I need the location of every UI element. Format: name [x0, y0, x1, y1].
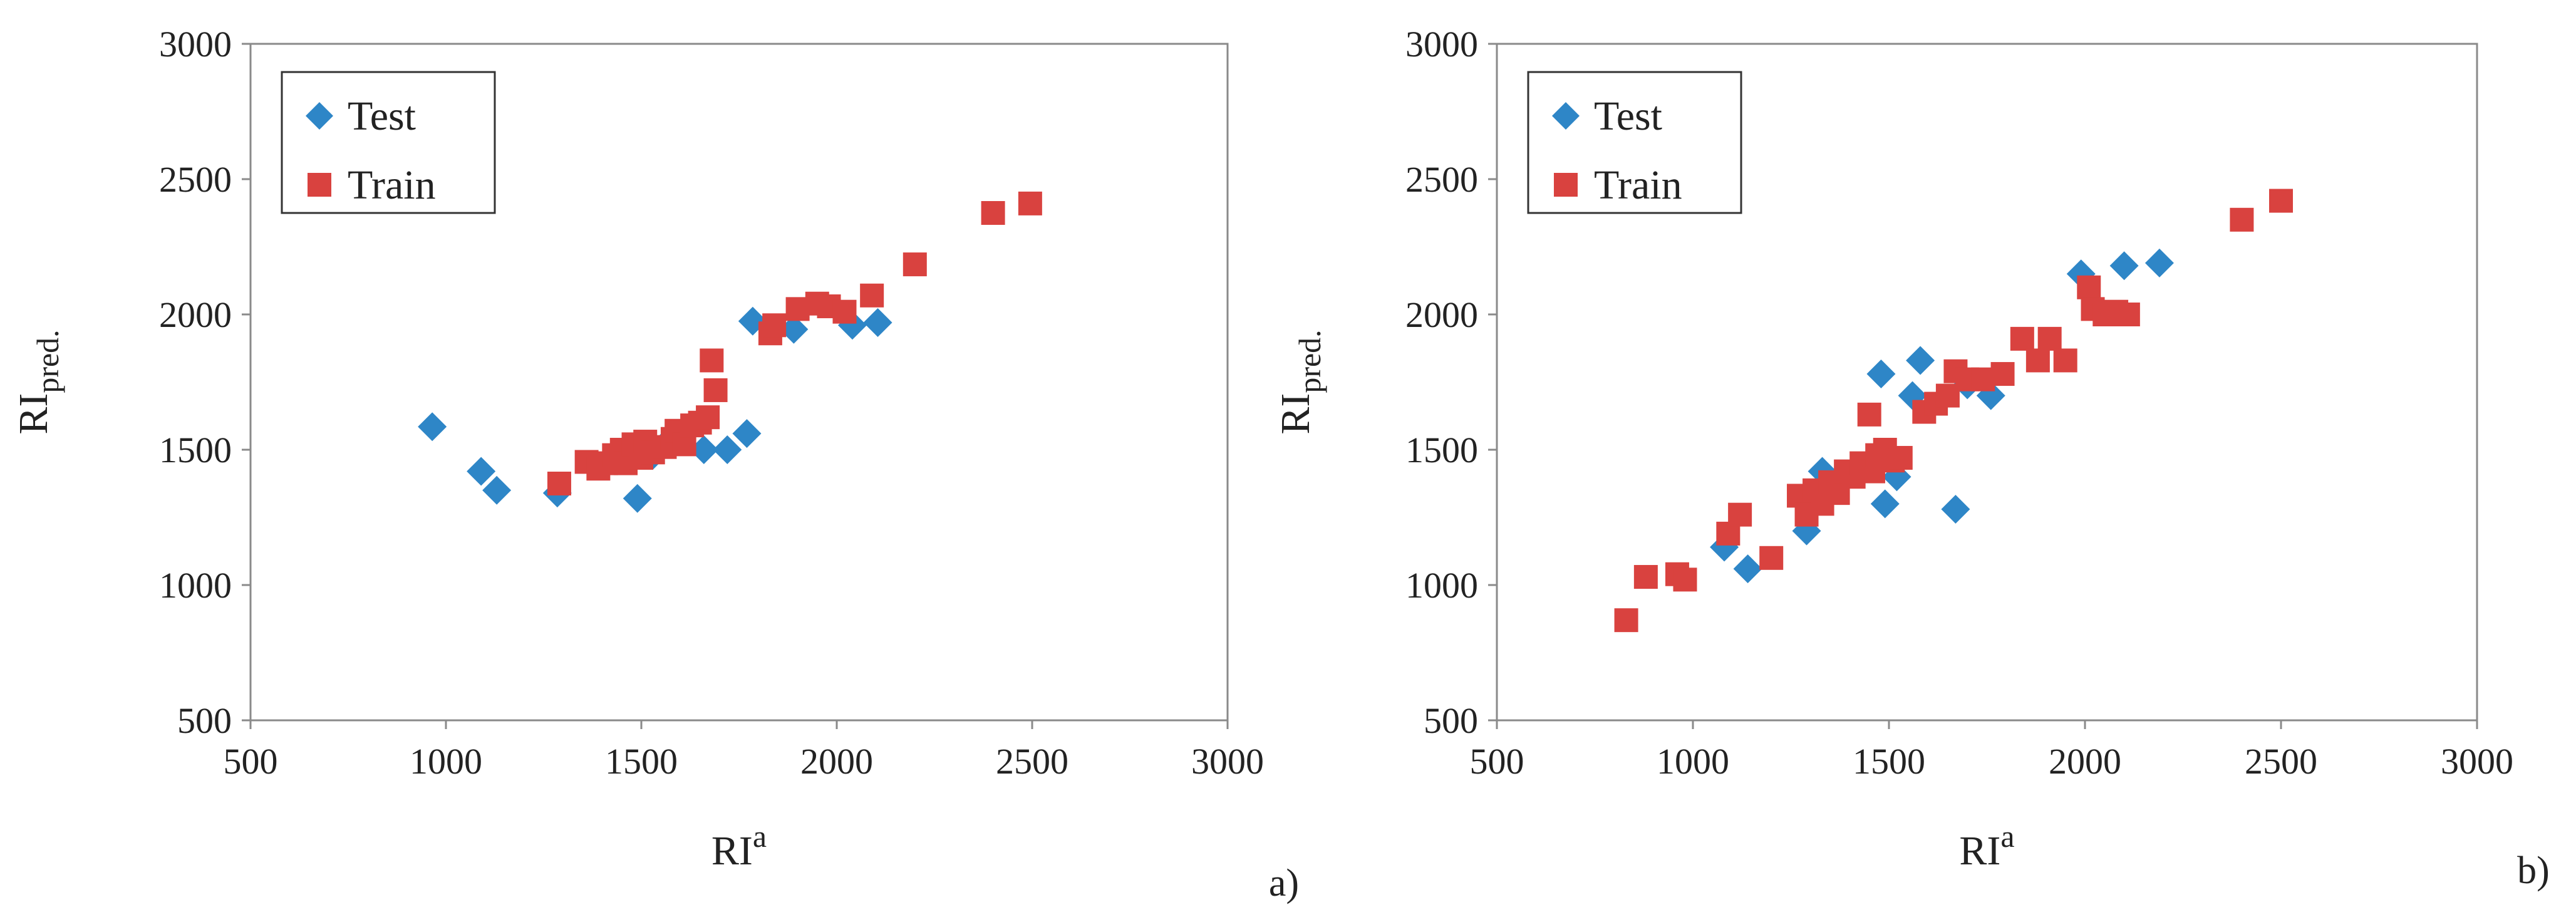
data-point-test — [1866, 360, 1896, 389]
y-tick-label: 2000 — [159, 294, 232, 335]
data-point-train — [2077, 275, 2101, 299]
legend-marker-train — [1554, 173, 1578, 197]
data-point-test — [418, 412, 447, 442]
data-point-train — [2037, 326, 2062, 351]
data-point-train — [700, 348, 724, 373]
data-point-train — [762, 313, 787, 338]
series-train — [547, 191, 1042, 495]
series-train — [1614, 189, 2293, 633]
data-point-test — [1941, 495, 1970, 524]
data-point-test — [689, 435, 718, 464]
data-point-train — [903, 252, 927, 277]
data-point-train — [2053, 348, 2077, 373]
legend-label-train: Train — [1594, 162, 1682, 208]
chart-panel-b: 500 1000 1500 2000 2500 3000 500 1000 1500 2000 25… — [1273, 24, 2550, 892]
data-point-test — [863, 308, 892, 337]
data-point-train — [2025, 348, 2050, 373]
x-tick-label: 1500 — [605, 741, 678, 782]
data-point-train — [1888, 445, 1913, 470]
y-tick-label: 500 — [1424, 700, 1478, 741]
data-point-train — [1018, 191, 1042, 215]
data-point-train — [860, 283, 884, 308]
x-tick-label: 2500 — [2245, 741, 2317, 782]
x-tick-label: 3000 — [1191, 741, 1264, 782]
data-point-train — [696, 405, 720, 430]
x-axis-title-superscript: a — [2000, 819, 2014, 854]
y-tick-label: 500 — [177, 700, 232, 741]
legend-label-train: Train — [348, 162, 436, 208]
y-tick-label: 3000 — [1405, 24, 1478, 65]
data-point-test — [1733, 554, 1762, 584]
data-point-train — [2116, 303, 2140, 326]
y-axis-title-subscript: pred. — [30, 329, 65, 393]
data-point-test — [482, 475, 512, 505]
data-point-train — [1614, 608, 1638, 633]
x-axis-title-main: RI — [711, 828, 753, 874]
data-point-test — [2109, 251, 2139, 281]
chart-panel-a: 500 1000 1500 2000 2500 3000 500 1000 1500 2000 25… — [11, 24, 1299, 904]
y-tick-label: 1000 — [159, 565, 232, 606]
data-point-test — [837, 311, 867, 340]
x-tick-label: 500 — [224, 741, 278, 782]
data-point-train — [1990, 362, 2015, 386]
x-tick-label: 2500 — [996, 741, 1068, 782]
x-axis-title-superscript: a — [753, 819, 767, 854]
y-tick-label: 2000 — [1405, 294, 1478, 335]
x-tick-label: 500 — [1470, 741, 1524, 782]
y-tick-label: 1500 — [1405, 430, 1478, 470]
x-axis-title-main: RI — [1959, 828, 2000, 874]
y-tick-label: 1500 — [159, 430, 232, 470]
data-point-test — [1906, 346, 1935, 375]
data-point-test — [2144, 248, 2174, 277]
x-tick-label: 2000 — [800, 741, 873, 782]
data-point-train — [981, 201, 1005, 225]
x-axis-title: RIa — [1959, 819, 2014, 874]
data-point-train — [832, 299, 857, 324]
y-axis-title: RIpred. — [1273, 329, 1327, 434]
y-tick-label: 2500 — [1405, 159, 1478, 200]
data-point-test — [467, 457, 496, 486]
data-point-train — [2230, 207, 2254, 232]
data-point-train — [1728, 502, 1752, 527]
x-axis-title: RIa — [711, 819, 767, 874]
y-tick-label: 1000 — [1405, 565, 1478, 606]
legend-label-test: Test — [1594, 93, 1662, 139]
y-axis-title-subscript: pred. — [1292, 329, 1327, 393]
data-point-test — [1870, 489, 1900, 519]
panel-label: a) — [1269, 862, 1299, 904]
data-point-train — [2010, 326, 2034, 351]
x-tick-label: 1000 — [410, 741, 482, 782]
legend-box — [1527, 71, 1742, 214]
y-axis-title-main: RI — [11, 393, 56, 435]
x-tick-label: 3000 — [2441, 741, 2513, 782]
data-point-test — [779, 314, 809, 344]
data-point-train — [1633, 565, 1658, 589]
legend-marker-train — [308, 173, 331, 197]
y-axis-title: RIpred. — [11, 329, 65, 434]
legend-label-test: Test — [348, 93, 416, 139]
y-tick-label: 2500 — [159, 159, 232, 200]
data-point-train — [1759, 546, 1784, 570]
data-point-train — [1673, 567, 1697, 592]
data-point-train — [547, 472, 571, 495]
data-point-test — [713, 435, 742, 464]
x-tick-label: 1500 — [1853, 741, 1925, 782]
data-point-train — [1857, 402, 1881, 427]
y-axis-title-main: RI — [1273, 393, 1318, 435]
data-point-test — [732, 419, 762, 448]
legend-marker-test — [306, 102, 333, 130]
data-point-train — [703, 378, 728, 402]
x-tick-label: 2000 — [2049, 741, 2121, 782]
data-point-train — [2269, 189, 2293, 213]
panel-label: b) — [2517, 849, 2550, 892]
x-tick-label: 1000 — [1657, 741, 1729, 782]
data-point-test — [623, 484, 652, 513]
legend-marker-test — [1552, 102, 1580, 130]
y-tick-label: 3000 — [159, 24, 232, 65]
